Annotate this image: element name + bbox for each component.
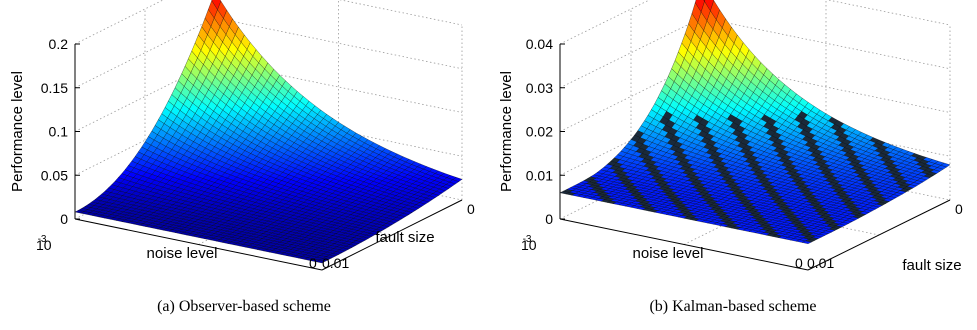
caption-a: (a) Observer-based scheme <box>157 298 331 315</box>
z-tick-label: 0.04 <box>526 36 553 52</box>
surface-mesh <box>559 0 951 244</box>
y-axis-line <box>321 199 463 271</box>
x-tick-label: 0 <box>795 255 803 271</box>
z-tick-label: 0.1 <box>49 124 69 140</box>
z-axis-label: Performance level <box>9 71 26 192</box>
surface-cell <box>801 240 812 244</box>
grid-line-z <box>74 0 463 45</box>
caption-b: (b) Kalman-based scheme <box>649 298 817 315</box>
z-tick-label: 0.02 <box>526 124 553 140</box>
x-axis-line <box>74 218 323 271</box>
z-tick-label: 0.15 <box>41 80 68 96</box>
x-tick-label: 10-3 <box>521 234 537 253</box>
z-tick-label: 0.01 <box>526 167 553 183</box>
z-tick-label: 0.05 <box>41 167 68 183</box>
surface-mesh <box>74 0 463 264</box>
x-tick-label: 0 <box>309 255 317 271</box>
x-axis-line <box>559 218 809 271</box>
chart-panel-b: 0 0.01 0.02 0.03 0.04 Performance level 10-3 0 n… <box>489 0 977 330</box>
grid-line-z <box>559 0 951 45</box>
grid-line-z <box>559 61 951 132</box>
axes: 0 0.05 0.1 0.15 0.2 Performance level 10-3 0 noi… <box>9 36 475 271</box>
grid-line-z <box>559 17 951 89</box>
x-axis-label: noise level <box>147 245 218 262</box>
chart-panel-a: 0 0.05 0.1 0.15 0.2 Performance level 10-3 0 noi… <box>0 0 488 330</box>
z-tick-label: 0.03 <box>526 80 553 96</box>
y-tick-label: 0.01 <box>807 255 834 271</box>
grid-line-z <box>559 104 951 176</box>
z-tick-label: 0 <box>545 211 553 227</box>
y-tick-label: 0.01 <box>322 255 349 271</box>
z-axis-label: Performance level <box>498 71 515 192</box>
x-tick-label: 10-3 <box>36 234 52 253</box>
y-axis-label: fault size <box>375 229 434 246</box>
z-tick-label: 0 <box>60 211 68 227</box>
y-axis-label: fault size <box>902 257 961 274</box>
y-tick-label: 0 <box>467 201 475 217</box>
surface-plot-a: 0 0.05 0.1 0.15 0.2 Performance level 10-3 0 noi… <box>9 0 475 271</box>
surface-cell <box>315 259 326 264</box>
x-axis-label: noise level <box>633 245 704 262</box>
z-tick-label: 0.2 <box>49 36 69 52</box>
y-tick-label: 0 <box>955 201 963 217</box>
y-axis-line <box>807 199 951 271</box>
